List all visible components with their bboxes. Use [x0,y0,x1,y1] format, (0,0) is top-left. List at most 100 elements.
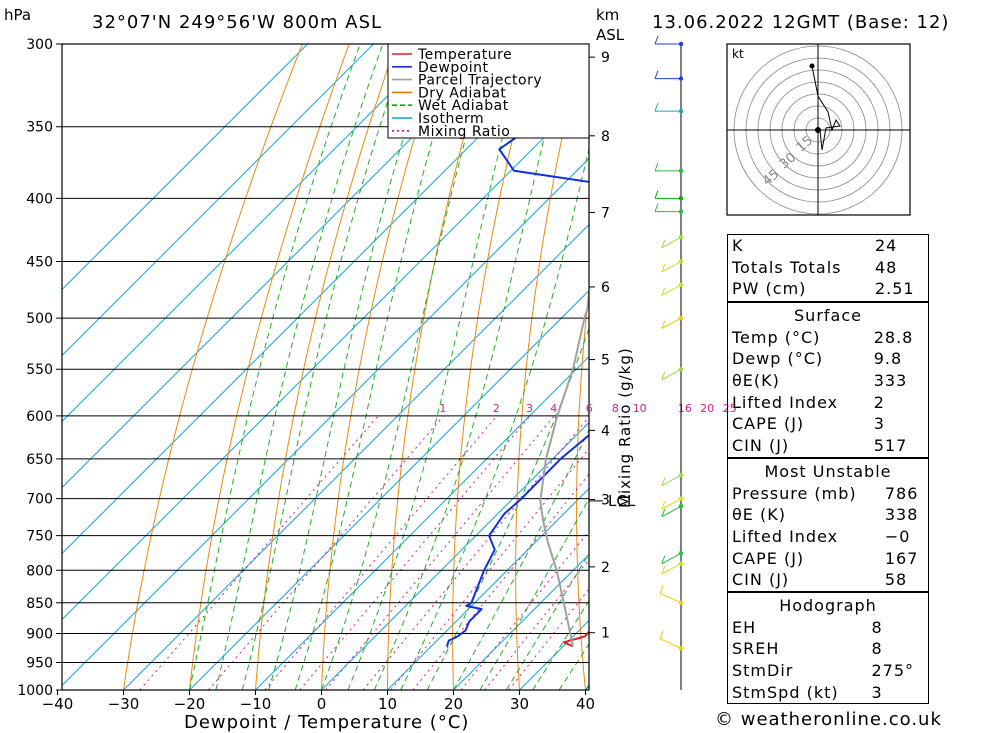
index-value: 8 [871,639,883,659]
wind-barb-shaft [661,261,682,273]
mixing-ratio-tick-label: 2 [493,402,500,415]
surface-title: Surface [794,306,862,326]
isotherm-line [62,44,374,357]
legend-label: Temperature [417,47,512,63]
dry-adiabat-line [189,44,350,690]
datetime-title: 13.06.2022 12GMT (Base: 12) [652,12,949,33]
wind-barb-flag [659,630,664,640]
pressure-tick-label: 700 [26,492,53,508]
index-label: θE(K) [732,371,780,391]
wind-barb-flag [661,371,666,380]
table-row: Totals Totals 48 [728,257,928,279]
dry-adiabat-line [693,44,724,690]
table-row: Pressure (mb) 786 [728,483,928,505]
index-value: −0 [884,527,911,547]
index-label: Temp (°C) [732,327,821,347]
height-tick-label: 8 [601,129,610,145]
wind-barb-flag [661,320,666,329]
wet-adiabat-line [294,44,462,690]
index-label: Totals Totals [732,257,842,277]
index-label: CAPE (J) [732,548,805,568]
wind-barb-flag [654,203,659,212]
isotherm-line [62,91,589,621]
temperature-tick-label: 10 [378,695,397,713]
wind-barb-flag [661,508,666,517]
index-value: 24 [874,236,898,256]
location-title: 32°07'N 249°56'W 800m ASL [92,12,382,33]
wind-barb-shaft [661,317,682,330]
table-row: Lifted Index −0 [728,526,928,548]
height-tick-label: 9 [601,50,610,66]
wind-barb-shaft [661,474,682,487]
wet-adiabat-line [241,44,408,690]
isotherm-line [62,157,589,687]
legend-label: Dewpoint [418,60,489,76]
index-value: 28.8 [873,327,914,347]
wind-barb-flag [661,555,666,564]
mixing-ratio-tick-label: 16 [678,402,692,415]
index-label: CAPE (J) [732,414,805,434]
axis-labels: 3003504004505005506006507007508008509009… [17,37,610,713]
wind-barb-shaft [661,505,682,518]
isotherm-line [123,223,589,690]
general-indices-table: K 24 Totals Totals 48 PW (cm) 2.51 [728,235,928,300]
table-row: SREH 8 [728,638,928,660]
pressure-unit-label: hPa [4,6,31,24]
hodograph-unit-label: kt [732,47,744,61]
mixing-ratio-labels: 1 2 3 4 6 8 10 16 20 25 [439,402,736,415]
table-row: EH 8 [728,617,928,639]
pressure-tick-label: 350 [26,120,53,136]
isobars [56,43,589,691]
index-label: Lifted Index [732,527,839,547]
wet-adiabat-line [215,44,384,690]
table-row: CIN (J) 58 [728,569,928,591]
table-row: CAPE (J) 3 [728,413,928,435]
height-tick-label: 5 [601,353,610,369]
wind-barb-flag [661,263,666,273]
wet-adiabat-line [373,44,569,690]
index-label: θE (K) [732,505,786,525]
hodograph-indices-title: Hodograph [779,596,877,616]
height-tick-label: 1 [601,626,610,642]
table-row: θE(K) 333 [728,370,928,392]
wind-barb-shaft [659,593,682,604]
mixing-ratio-tick-label: 4 [550,402,557,415]
asl-label: ASL [596,26,625,44]
parcel-trajectory-series-line [539,299,589,647]
mixing-ratio-tick-label: 6 [586,402,593,415]
index-label: EH [732,617,757,637]
dry-adiabat-line [123,44,303,690]
wind-barb-flag [654,190,659,199]
lcl-label: LCL [608,492,636,510]
credit-link[interactable]: © weatheronline.co.uk [715,709,942,730]
temperature-tick-label: −20 [174,695,206,713]
table-row: Surface [728,305,928,327]
temperature-tick-label: 40 [576,695,595,713]
pressure-tick-label: 450 [26,255,53,271]
wind-barb-dot [678,496,684,501]
mixing-ratio-tick-label: 20 [700,402,714,415]
profile-lines [445,115,589,648]
surface-table: Surface Temp (°C) 28.8 Dewp (°C) 9.8 θE(K)… [728,305,928,456]
wind-barb-flag [654,35,659,45]
index-label: PW (cm) [732,279,807,299]
wind-barb-flag [661,287,666,296]
pressure-tick-label: 950 [26,655,53,671]
pressure-tick-label: 400 [26,191,53,207]
wet-adiabat-line [426,326,589,690]
index-label: CIN (J) [732,435,790,455]
most-unstable-box: Most Unstable Pressure (mb) 786 θE (K) 338… [727,458,929,592]
index-label: StmDir [732,661,794,681]
temperature-tick-label: −10 [240,695,272,713]
mixing-ratio-line [139,415,379,690]
index-label: Pressure (mb) [732,483,857,503]
mixing-ratio-line [325,415,555,690]
index-label: Lifted Index [732,392,839,412]
most-unstable-title: Most Unstable [764,462,892,482]
table-row: Lifted Index 2 [728,391,928,413]
table-row: K 24 [728,235,928,257]
wind-barb-flag [654,102,659,112]
index-value: 8 [871,617,883,637]
